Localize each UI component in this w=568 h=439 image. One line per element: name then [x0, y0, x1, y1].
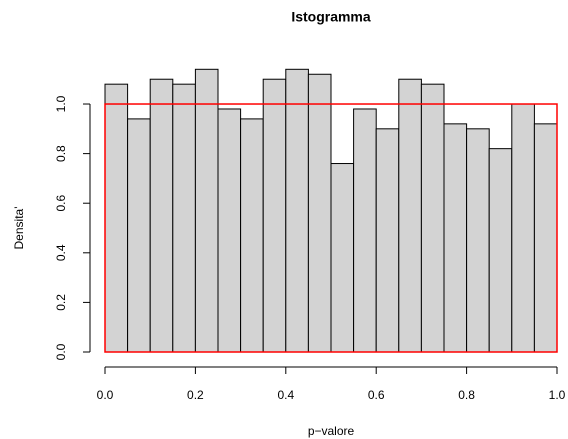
x-tick-label: 0.2 — [187, 388, 204, 402]
bar — [307, 73, 332, 353]
y-tick-label: 1.0 — [54, 95, 68, 112]
bar — [443, 123, 468, 353]
bar — [533, 123, 558, 353]
bar — [104, 83, 129, 353]
y-tick-label: 0.8 — [54, 145, 68, 162]
x-tick-label: 0.0 — [97, 388, 114, 402]
bar — [240, 118, 264, 353]
y-tick-label: 0.2 — [54, 294, 68, 311]
bar — [466, 128, 490, 353]
bar — [262, 78, 287, 353]
bar — [511, 103, 535, 353]
bar — [127, 118, 151, 353]
bar — [420, 83, 445, 353]
bar — [194, 68, 219, 353]
bar — [330, 163, 355, 353]
bar — [285, 68, 309, 353]
chart-title: Istogramma — [291, 9, 371, 25]
x-tick-label: 0.4 — [277, 388, 294, 402]
bar — [172, 83, 196, 353]
x-tick-label: 1.0 — [549, 388, 566, 402]
bar — [217, 108, 242, 353]
x-tick-label: 0.8 — [458, 388, 475, 402]
y-tick-label: 0.0 — [54, 343, 68, 360]
y-axis-label: Densita' — [12, 207, 26, 250]
bar — [353, 108, 377, 353]
y-tick-label: 0.6 — [54, 195, 68, 212]
bar — [488, 148, 513, 353]
x-axis-label: p−valore — [308, 424, 355, 438]
bar — [398, 78, 422, 353]
x-tick-label: 0.6 — [368, 388, 385, 402]
reference-density — [104, 103, 558, 353]
y-tick-label: 0.4 — [54, 244, 68, 261]
bar — [375, 128, 400, 353]
bar — [149, 78, 174, 353]
